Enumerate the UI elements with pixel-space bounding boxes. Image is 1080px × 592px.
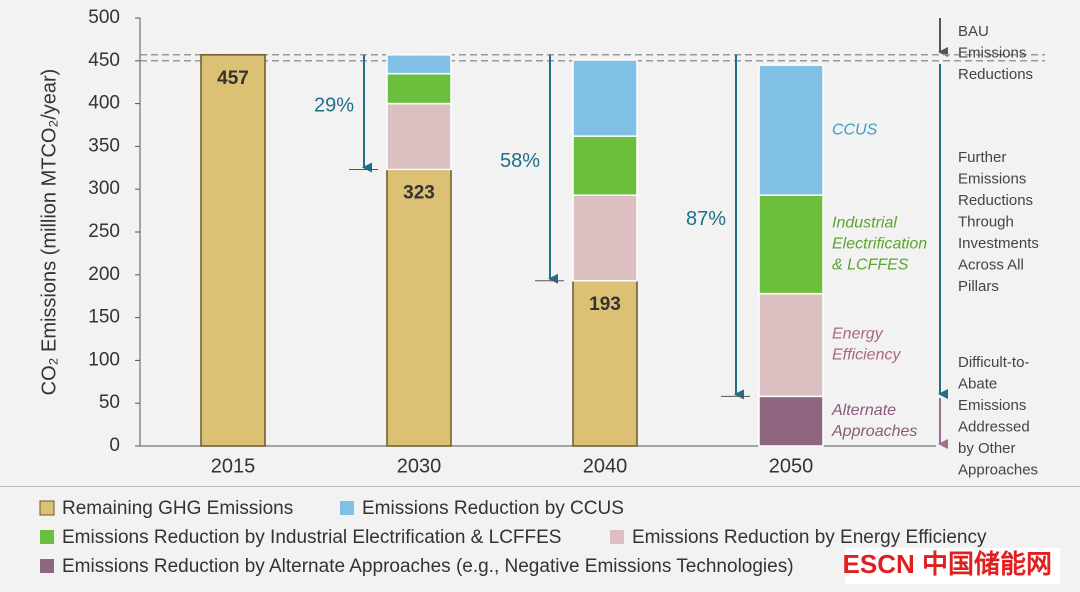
segment-label: Approaches: [831, 423, 917, 440]
bar-segment: [758, 292, 824, 398]
bar-segment: [572, 59, 638, 137]
side-note: BAU: [958, 23, 989, 40]
side-note: Emissions: [958, 44, 1026, 61]
bar-segment: [386, 102, 452, 171]
segment-label: Electrification: [832, 236, 927, 253]
side-note: Reductions: [958, 66, 1033, 83]
x-tick-label: 2015: [211, 455, 256, 477]
y-tick-label: 200: [88, 264, 120, 285]
y-tick-label: 350: [88, 135, 120, 156]
y-tick-label: 150: [88, 307, 120, 328]
side-note: Difficult-to-: [958, 354, 1029, 371]
side-note: Through: [958, 213, 1014, 230]
x-tick-label: 2040: [583, 455, 628, 477]
side-note: Emissions: [958, 397, 1026, 414]
side-note: Pillars: [958, 278, 999, 295]
x-tick-label: 2050: [769, 455, 814, 477]
data-label: 323: [403, 183, 435, 204]
side-note: Emissions: [958, 170, 1026, 187]
legend-label: Emissions Reduction by CCUS: [362, 498, 624, 519]
segment-label: CCUS: [832, 121, 878, 138]
y-tick-label: 100: [88, 349, 120, 370]
side-note: Reductions: [958, 192, 1033, 209]
legend-divider: [0, 486, 1080, 487]
bar-segment: [572, 135, 638, 196]
bar-segment: [572, 194, 638, 282]
side-note: Across All: [958, 256, 1024, 273]
legend-label: Emissions Reduction by Industrial Electr…: [62, 527, 561, 548]
y-tick-label: 50: [99, 392, 120, 413]
y-axis-title: CO₂ Emissions (million MTCO₂/year): [38, 69, 60, 396]
legend-label: Emissions Reduction by Alternate Approac…: [62, 556, 794, 577]
segment-label: Efficiency: [832, 347, 901, 364]
legend-swatch: [40, 559, 54, 573]
segment-label: Energy: [832, 326, 884, 343]
bar-segment: [572, 280, 638, 447]
segment-label: Alternate: [831, 402, 896, 419]
y-tick-label: 400: [88, 93, 120, 114]
legend-swatch: [39, 500, 55, 516]
y-tick-label: 0: [109, 435, 120, 456]
side-note: Further: [958, 149, 1006, 166]
bar-segment: [758, 194, 824, 295]
bar-segment: [200, 54, 266, 447]
bar-segment: [386, 72, 452, 105]
watermark: ESCN 中国储能网: [843, 549, 1052, 579]
data-label: 457: [217, 68, 249, 89]
reduction-label: 58%: [500, 150, 540, 172]
y-tick-label: 450: [88, 50, 120, 71]
bar-segment: [386, 168, 452, 447]
bar-segment: [386, 54, 452, 75]
x-tick-label: 2030: [397, 455, 442, 477]
y-tick-label: 300: [88, 178, 120, 199]
segment-label: & LCFFES: [832, 257, 909, 274]
side-note: Investments: [958, 235, 1039, 252]
legend-swatch: [340, 501, 354, 515]
bar-segment: [758, 64, 824, 196]
y-tick-label: 250: [88, 221, 120, 242]
legend-swatch: [40, 530, 54, 544]
bar-segment: [758, 395, 824, 447]
reduction-label: 29%: [314, 94, 354, 116]
legend-label: Emissions Reduction by Energy Efficiency: [632, 527, 987, 548]
data-label: 193: [589, 294, 621, 315]
side-note: Addressed: [958, 418, 1030, 435]
legend-label: Remaining GHG Emissions: [62, 498, 293, 519]
side-note: Approaches: [958, 461, 1038, 478]
side-note: Abate: [958, 375, 997, 392]
y-tick-label: 500: [88, 7, 120, 28]
segment-label: Industrial: [832, 215, 897, 232]
legend-swatch: [610, 530, 624, 544]
watermark-bg: [845, 548, 1060, 584]
side-note: by Other: [958, 440, 1016, 457]
reduction-label: 87%: [686, 208, 726, 230]
